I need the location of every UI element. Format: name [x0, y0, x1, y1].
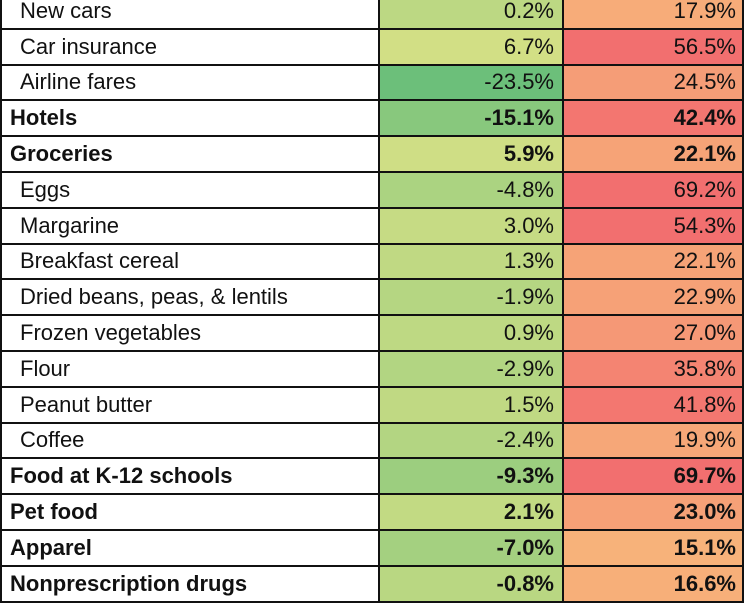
row-label: Coffee	[0, 423, 380, 458]
value-cell-col1: -23.5%	[380, 65, 564, 100]
table-row: Apparel -7.0% 15.1%	[0, 530, 744, 567]
table-row: Peanut butter 1.5% 41.8%	[0, 387, 744, 424]
row-label: Car insurance	[0, 29, 380, 64]
table-row: Margarine 3.0% 54.3%	[0, 208, 744, 245]
value-cell-col2: 24.5%	[564, 65, 744, 100]
value-cell-col2: 42.4%	[564, 101, 744, 136]
value-cell-col1: -0.8%	[380, 566, 564, 601]
table-row: Breakfast cereal 1.3% 22.1%	[0, 244, 744, 281]
value-cell-col2: 22.9%	[564, 280, 744, 315]
row-label: Dried beans, peas, & lentils	[0, 280, 380, 315]
value-cell-col1: -1.9%	[380, 280, 564, 315]
value-cell-col1: 0.2%	[380, 0, 564, 28]
value-cell-col1: 0.9%	[380, 316, 564, 350]
value-cell-col1: 1.3%	[380, 244, 564, 279]
row-label: Nonprescription drugs	[0, 566, 380, 601]
value-cell-col2: 22.1%	[564, 244, 744, 279]
table-row: Eggs -4.8% 69.2%	[0, 172, 744, 209]
value-cell-col1: 2.1%	[380, 495, 564, 529]
value-cell-col1: 6.7%	[380, 29, 564, 64]
row-label: Pet food	[0, 495, 380, 529]
value-cell-col2: 22.1%	[564, 137, 744, 171]
table-row: Car insurance 6.7% 56.5%	[0, 29, 744, 66]
value-cell-col2: 41.8%	[564, 387, 744, 422]
row-label: Margarine	[0, 208, 380, 243]
row-label: Apparel	[0, 530, 380, 565]
value-cell-col1: -7.0%	[380, 530, 564, 565]
value-cell-col2: 16.6%	[564, 566, 744, 601]
value-cell-col2: 54.3%	[564, 208, 744, 243]
table-row: Coffee -2.4% 19.9%	[0, 423, 744, 460]
value-cell-col1: -9.3%	[380, 459, 564, 494]
row-label: Breakfast cereal	[0, 244, 380, 279]
value-cell-col1: 3.0%	[380, 208, 564, 243]
value-cell-col1: -2.9%	[380, 351, 564, 386]
value-cell-col2: 17.9%	[564, 0, 744, 28]
table-row: Nonprescription drugs -0.8% 16.6%	[0, 566, 744, 603]
table-row: Airline fares -23.5% 24.5%	[0, 65, 744, 102]
table-row: Pet food 2.1% 23.0%	[0, 495, 744, 531]
value-cell-col2: 69.7%	[564, 459, 744, 494]
value-cell-col1: -15.1%	[380, 101, 564, 136]
value-cell-col2: 15.1%	[564, 530, 744, 565]
value-cell-col1: 1.5%	[380, 387, 564, 422]
row-label: Eggs	[0, 172, 380, 207]
row-label: Flour	[0, 351, 380, 386]
value-cell-col2: 19.9%	[564, 423, 744, 458]
table-row: Groceries 5.9% 22.1%	[0, 137, 744, 173]
value-cell-col1: -4.8%	[380, 172, 564, 207]
value-cell-col2: 56.5%	[564, 29, 744, 64]
value-cell-col2: 27.0%	[564, 316, 744, 350]
value-cell-col2: 23.0%	[564, 495, 744, 529]
table-row: Frozen vegetables 0.9% 27.0%	[0, 316, 744, 352]
table-row: Food at K-12 schools -9.3% 69.7%	[0, 459, 744, 496]
row-label: Airline fares	[0, 65, 380, 100]
row-label: Food at K-12 schools	[0, 459, 380, 494]
value-cell-col1: 5.9%	[380, 137, 564, 171]
row-label: Groceries	[0, 137, 380, 171]
row-label: New cars	[0, 0, 380, 28]
row-label: Hotels	[0, 101, 380, 136]
value-cell-col1: -2.4%	[380, 423, 564, 458]
value-cell-col2: 35.8%	[564, 351, 744, 386]
table-row: Hotels -15.1% 42.4%	[0, 101, 744, 138]
table-row: New cars 0.2% 17.9%	[0, 0, 744, 30]
value-cell-col2: 69.2%	[564, 172, 744, 207]
table-row: Flour -2.9% 35.8%	[0, 351, 744, 388]
row-label: Peanut butter	[0, 387, 380, 422]
table-row: Dried beans, peas, & lentils -1.9% 22.9%	[0, 280, 744, 317]
row-label: Frozen vegetables	[0, 316, 380, 350]
